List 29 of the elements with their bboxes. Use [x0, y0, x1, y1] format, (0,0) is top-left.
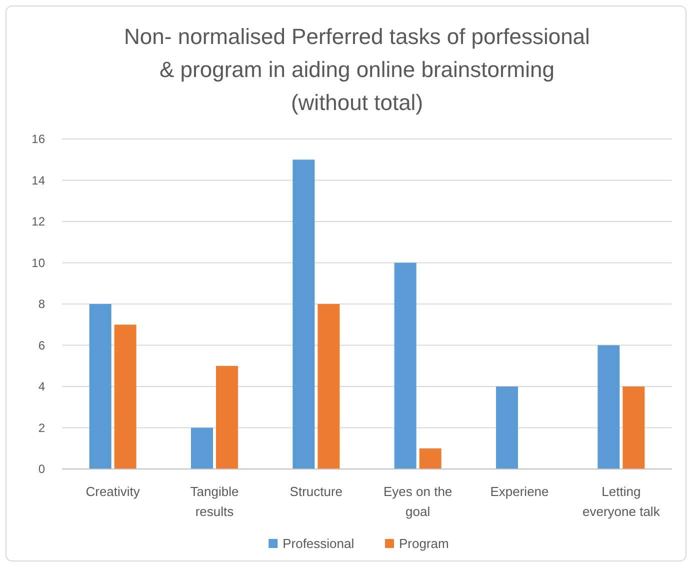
y-tick-label: 14: [32, 173, 46, 188]
y-tick-label: 2: [38, 420, 46, 435]
y-tick-label: 0: [38, 462, 46, 476]
y-tick-label: 10: [32, 256, 46, 270]
x-tick-label: Eyes on the goal: [384, 484, 452, 519]
bar: [191, 428, 213, 469]
chart-title: Non- normalised Perferred tasks of porfessional & program in aiding online brainstorming (without total): [124, 24, 590, 115]
legend-label: Program: [399, 536, 449, 551]
y-tick-label: 16: [32, 132, 46, 146]
y-tick-label: 12: [32, 214, 46, 228]
bar: [496, 386, 518, 469]
x-tick-label: Structure: [290, 484, 343, 499]
bar: [292, 160, 315, 469]
y-tick-label: 8: [38, 297, 46, 311]
bar: [318, 304, 340, 469]
bar: [89, 304, 112, 469]
bar: [394, 262, 416, 469]
x-tick-label: Tangible results: [190, 484, 239, 519]
y-tick-label: 6: [38, 338, 46, 352]
bar: [419, 448, 442, 469]
bar: [216, 366, 238, 469]
x-tick-label: Creativity: [86, 484, 140, 499]
y-tick-label: 4: [38, 380, 46, 394]
bar: [622, 386, 645, 469]
x-tick-label: Letting everyone talk: [582, 484, 660, 519]
x-tick-label: Experiene: [490, 484, 549, 499]
bar: [598, 345, 620, 469]
legend-label: Professional: [282, 536, 354, 551]
bar: [114, 324, 136, 469]
